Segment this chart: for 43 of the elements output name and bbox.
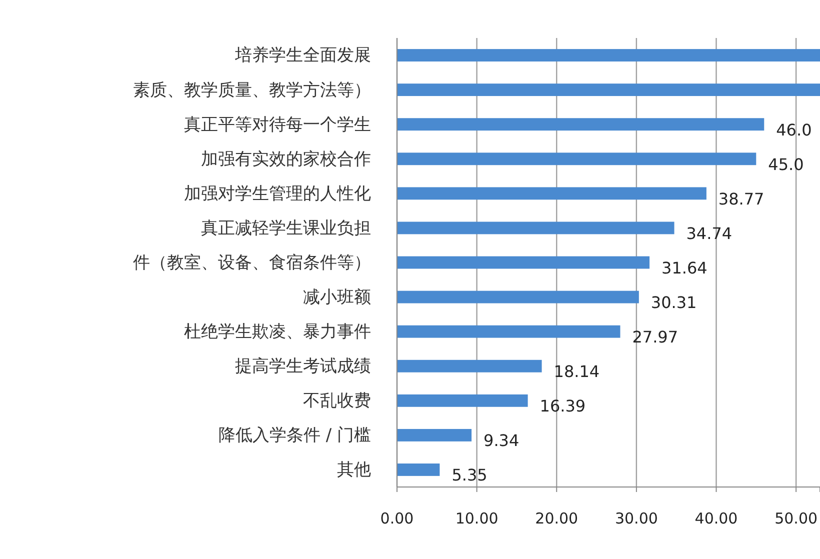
y-tick-label: 素质、教学质量、教学方法等） bbox=[133, 80, 371, 100]
y-tick-label: 提高学生考试成绩 bbox=[235, 356, 371, 377]
bar bbox=[397, 256, 650, 269]
bar bbox=[397, 49, 820, 62]
y-tick-label: 加强对学生管理的人性化 bbox=[184, 184, 371, 204]
y-tick-label: 真正平等对待每一个学生 bbox=[184, 114, 371, 135]
x-tick-label: 40.00 bbox=[694, 510, 738, 528]
bar bbox=[397, 84, 820, 96]
data-label: 30.31 bbox=[650, 293, 697, 312]
bar bbox=[397, 464, 440, 476]
y-tick-label: 杜绝学生欺凌、暴力事件 bbox=[184, 322, 371, 342]
data-label: 5.35 bbox=[452, 466, 488, 485]
data-label: 16.39 bbox=[540, 396, 586, 416]
y-tick-label: 降低入学条件 / 门槛 bbox=[218, 426, 371, 446]
y-tick-label: 减小班额 bbox=[303, 287, 371, 308]
y-tick-label: 真正减轻学生课业负担 bbox=[201, 218, 371, 238]
bar bbox=[397, 152, 756, 166]
bar bbox=[397, 118, 764, 131]
data-label: 38.77 bbox=[718, 189, 764, 208]
bar bbox=[397, 290, 639, 304]
y-tick-label: 件（教室、设备、食宿条件等） bbox=[133, 252, 371, 273]
y-tick-label: 加强有实效的家校合作 bbox=[201, 149, 371, 170]
x-tick-label: 0.00 bbox=[380, 510, 414, 528]
data-label: 34.74 bbox=[686, 224, 732, 243]
y-tick-label: 培养学生全面发展 bbox=[234, 46, 371, 66]
y-tick-label: 其他 bbox=[337, 460, 371, 480]
data-label: 9.34 bbox=[484, 431, 520, 450]
data-label: 31.64 bbox=[662, 258, 708, 278]
data-label: 45.0 bbox=[768, 154, 804, 174]
bar bbox=[397, 222, 674, 234]
x-tick-label: 50.00 bbox=[774, 510, 818, 528]
bar bbox=[397, 360, 542, 372]
bar bbox=[397, 187, 706, 200]
data-label: 27.97 bbox=[632, 328, 678, 347]
bar bbox=[397, 394, 528, 407]
bar bbox=[397, 325, 620, 338]
x-tick-label: 30.00 bbox=[614, 510, 658, 528]
x-tick-label: 10.00 bbox=[455, 510, 498, 528]
data-label: 46.0 bbox=[776, 120, 812, 140]
x-tick-label: 20.00 bbox=[535, 510, 578, 528]
bar bbox=[397, 428, 472, 442]
y-tick-label: 不乱收费 bbox=[303, 391, 371, 412]
data-label: 18.14 bbox=[554, 362, 600, 382]
